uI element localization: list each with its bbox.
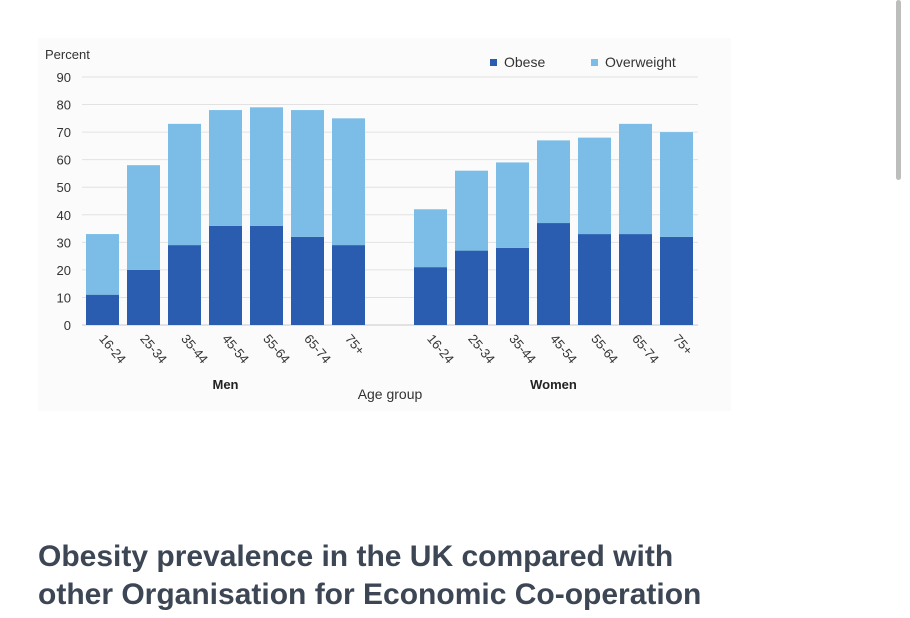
x-tick-label: 55-64 xyxy=(260,331,293,366)
y-tick-label: 80 xyxy=(57,98,71,113)
bar-overweight xyxy=(291,110,324,237)
x-axis-label: Age group xyxy=(358,386,423,402)
x-tick-label: 55-64 xyxy=(588,331,621,366)
article-heading: Obesity prevalence in the UK compared wi… xyxy=(38,538,868,618)
bar-overweight xyxy=(578,137,611,235)
bar-overweight xyxy=(250,107,283,226)
legend-swatch xyxy=(490,59,497,66)
group-label: Women xyxy=(530,377,577,392)
bar-obese xyxy=(86,294,119,325)
bar-overweight xyxy=(496,162,529,248)
x-tick-label: 35-44 xyxy=(178,331,211,366)
x-tick-label: 25-34 xyxy=(137,331,170,366)
bar-overweight xyxy=(660,132,693,237)
legend-label: Overweight xyxy=(605,54,676,70)
x-tick-label: 25-34 xyxy=(465,331,498,366)
x-tick-label: 45-54 xyxy=(219,331,252,366)
y-tick-label: 90 xyxy=(57,70,71,85)
bar-obese xyxy=(250,225,283,325)
bar-overweight xyxy=(332,118,365,246)
y-tick-label: 60 xyxy=(57,153,71,168)
chart-card: 0 10 20 30 40 50 60 70 80 90 Percent 16-24 25-34 35-4… xyxy=(38,38,731,411)
bar-obese xyxy=(660,236,693,325)
x-tick-label: 16-24 xyxy=(424,331,457,366)
y-tick-label: 70 xyxy=(57,125,71,140)
x-tick-label: 65-74 xyxy=(301,331,334,366)
group-label: Men xyxy=(213,377,239,392)
bar-obese xyxy=(455,250,488,325)
bar-overweight xyxy=(537,140,570,224)
bar-overweight xyxy=(209,110,242,226)
article-heading-line-1: Obesity prevalence in the UK compared wi… xyxy=(38,540,674,573)
bar-obese xyxy=(496,247,529,325)
x-tick-label: 75+ xyxy=(670,331,696,358)
y-tick-label: 30 xyxy=(57,235,71,250)
x-tick-label: 16-24 xyxy=(96,331,129,366)
bar-obese xyxy=(578,234,611,325)
bar-overweight xyxy=(455,170,488,251)
bar-overweight xyxy=(127,165,160,270)
legend-swatch xyxy=(591,59,598,66)
bar-obese xyxy=(209,225,242,325)
legend-label: Obese xyxy=(504,54,545,70)
y-tick-label: 50 xyxy=(57,180,71,195)
bar-obese xyxy=(332,245,365,325)
bar-overweight xyxy=(414,209,447,268)
y-tick-label: 40 xyxy=(57,208,71,223)
x-tick-label: 75+ xyxy=(342,331,368,358)
y-tick-label: 0 xyxy=(64,318,71,333)
x-tick-label: 65-74 xyxy=(629,331,662,366)
bar-overweight xyxy=(168,123,201,246)
bar-overweight xyxy=(619,123,652,235)
article-heading-line-2: other Organisation for Economic Co-opera… xyxy=(38,578,702,611)
bar-obese xyxy=(168,245,201,325)
bar-obese xyxy=(537,223,570,325)
y-axis-label: Percent xyxy=(45,47,90,62)
x-tick-label: 45-54 xyxy=(547,331,580,366)
x-tick-label: 35-44 xyxy=(506,331,539,366)
bar-overweight xyxy=(86,234,119,295)
bar-obese xyxy=(127,269,160,325)
bar-obese xyxy=(414,267,447,325)
scrollbar[interactable] xyxy=(896,0,901,180)
y-tick-label: 10 xyxy=(57,290,71,305)
y-tick-label: 20 xyxy=(57,263,71,278)
bar-obese xyxy=(291,236,324,325)
bar-obese xyxy=(619,234,652,325)
